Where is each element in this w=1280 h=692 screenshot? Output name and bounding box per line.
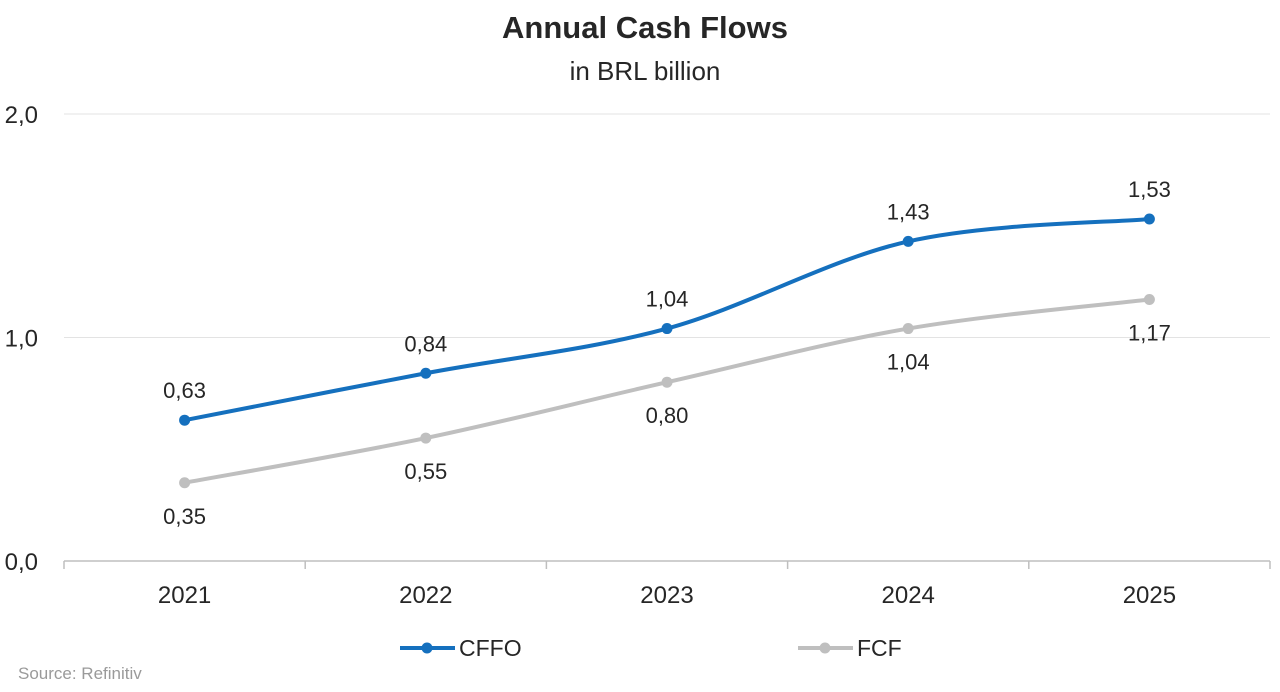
legend-swatch-marker	[819, 642, 831, 654]
data-label-cffo: 1,43	[887, 199, 930, 224]
chart-title: Annual Cash Flows	[502, 10, 788, 45]
data-point-fcf	[420, 432, 432, 444]
y-axis-tick-labels: 0,0 1,0 2,0	[5, 102, 38, 576]
gridlines	[64, 113, 1270, 338]
data-point-cffo	[902, 235, 914, 247]
y-tick-label: 1,0	[5, 326, 38, 353]
series-line-cffo	[182, 217, 1152, 423]
legend-item-cffo: CFFO	[400, 635, 522, 661]
data-label-cffo: 0,63	[163, 378, 206, 403]
x-tick-label: 2021	[158, 582, 211, 609]
y-tick-label: 2,0	[5, 102, 38, 129]
x-tick-label: 2024	[882, 582, 935, 609]
x-tick-label: 2023	[640, 582, 693, 609]
data-point-cffo	[179, 414, 191, 426]
data-labels: 0,35 0,55 0,80 1,04 1,17 0,63 0,84 1,04 1,43 1,53	[163, 177, 1171, 529]
data-label-fcf: 0,35	[163, 504, 206, 529]
series-lines	[179, 213, 1155, 489]
legend-item-fcf: FCF	[798, 635, 902, 661]
data-label-fcf: 0,80	[646, 403, 689, 428]
x-tick-label: 2025	[1123, 582, 1176, 609]
legend-label: CFFO	[459, 635, 522, 661]
data-point-fcf	[661, 376, 673, 388]
x-axis	[63, 560, 1271, 569]
y-tick-label: 0,0	[5, 549, 38, 576]
chart-subtitle: in BRL billion	[569, 56, 721, 86]
data-point-fcf	[1143, 294, 1155, 306]
data-label-cffo: 0,84	[404, 331, 447, 356]
data-point-fcf	[902, 323, 914, 335]
data-label-fcf: 0,55	[404, 459, 447, 484]
data-label-cffo: 1,53	[1128, 177, 1171, 202]
data-label-cffo: 1,04	[646, 287, 689, 312]
data-point-cffo	[1143, 213, 1155, 225]
legend-swatch-marker	[421, 642, 433, 654]
x-tick-label: 2022	[399, 582, 452, 609]
source-note: Source: Refinitiv	[18, 664, 142, 683]
data-point-cffo	[420, 367, 432, 379]
x-axis-tick-labels: 2021 2022 2023 2024 2025	[158, 582, 1176, 609]
data-point-cffo	[661, 323, 673, 335]
data-label-fcf: 1,17	[1128, 321, 1171, 346]
data-point-fcf	[179, 477, 191, 489]
legend-label: FCF	[857, 635, 902, 661]
data-label-fcf: 1,04	[887, 350, 930, 375]
legend: CFFO FCF	[400, 635, 902, 661]
